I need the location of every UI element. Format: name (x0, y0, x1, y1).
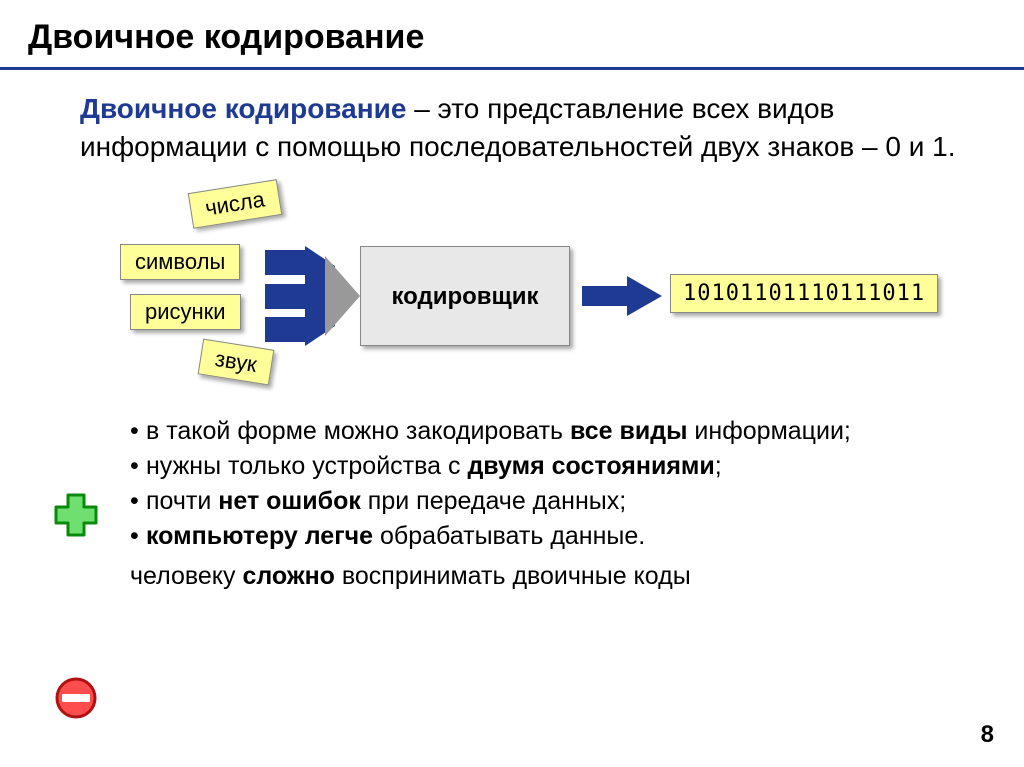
definition-term: Двоичное кодирование (80, 93, 406, 124)
positives-list: в такой форме можно закодировать все вид… (0, 406, 1024, 554)
positive-item: компьютеру легче обрабатывать данные. (130, 519, 964, 554)
encoder-box: кодировщик (360, 246, 570, 346)
definition: Двоичное кодирование – это представление… (0, 70, 1024, 166)
tag-numbers: числа (188, 179, 282, 229)
tag-sound: звук (198, 338, 275, 385)
diagram: числа символы рисунки звук кодировщик 10… (0, 186, 1024, 406)
page-title: Двоичное кодирование (28, 18, 996, 57)
positive-item: нужны только устройства с двумя состояни… (130, 449, 964, 484)
minus-icon (54, 676, 98, 720)
output-value: 10101101110111011 (670, 274, 938, 313)
negative-line: человеку сложно воспринимать двоичные ко… (0, 554, 1024, 591)
title-bar: Двоичное кодирование (0, 0, 1024, 70)
page-number: 8 (981, 721, 994, 749)
tag-symbols: символы (120, 244, 240, 280)
tag-drawings: рисунки (130, 294, 241, 330)
plus-icon (54, 493, 98, 537)
positive-item: в такой форме можно закодировать все вид… (130, 414, 964, 449)
arrow-input-icon (265, 246, 360, 346)
positive-item: почти нет ошибок при передаче данных; (130, 484, 964, 519)
arrow-output-icon (582, 276, 662, 316)
